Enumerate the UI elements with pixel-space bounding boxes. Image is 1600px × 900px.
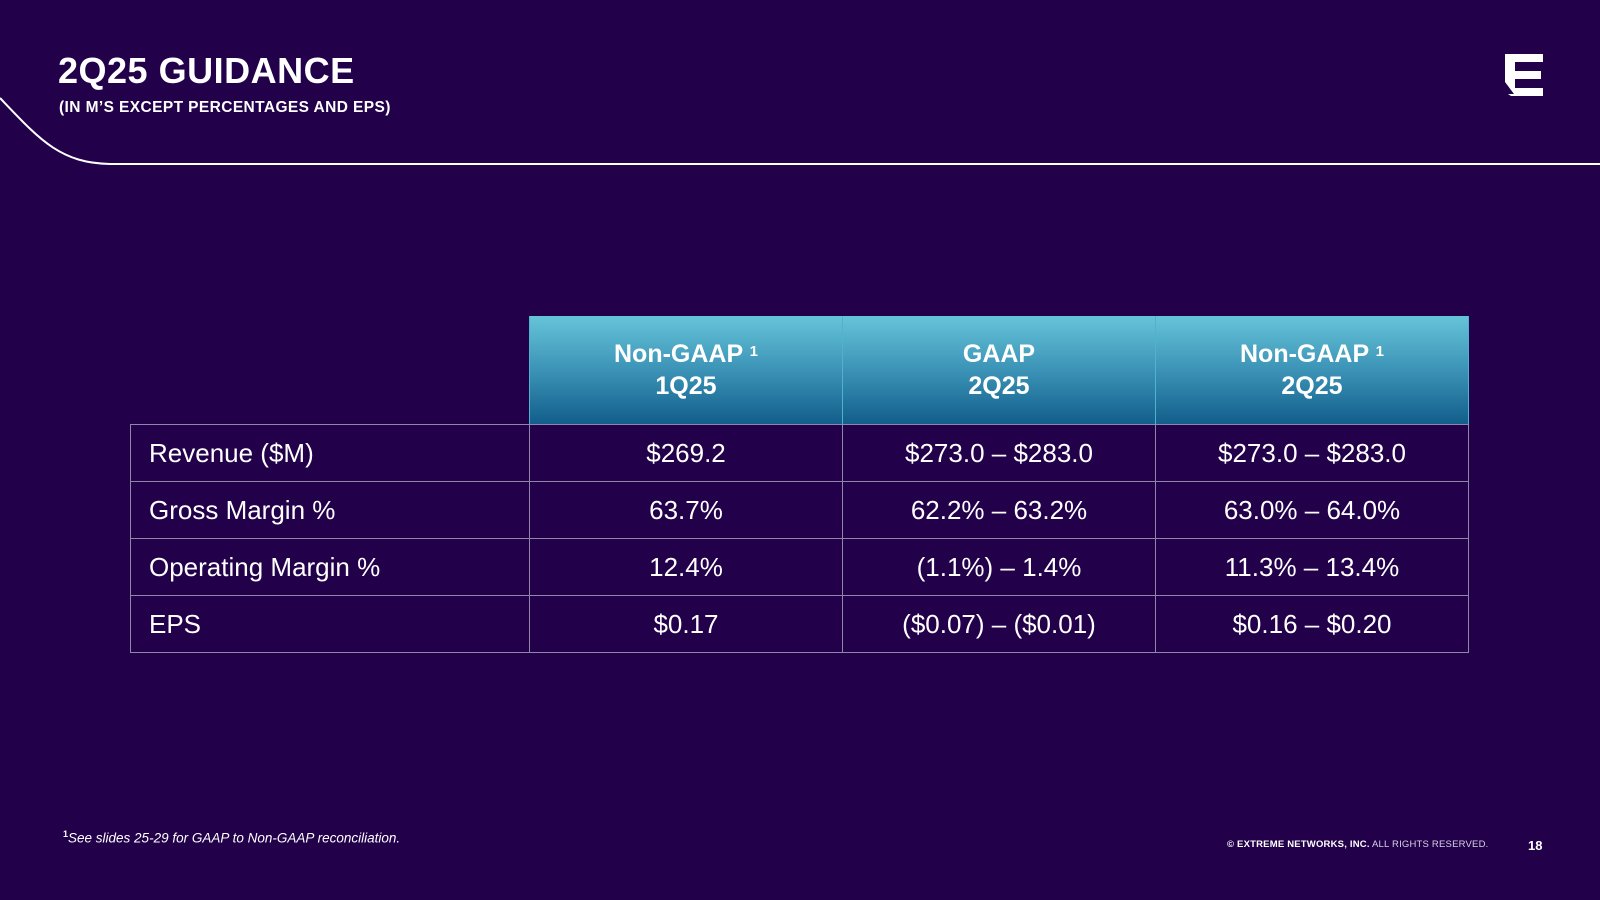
table-cell: $273.0 – $283.0 — [1155, 424, 1469, 482]
footnote: 1See slides 25-29 for GAAP to Non-GAAP r… — [63, 829, 400, 846]
table-row-gross-margin: Gross Margin % 63.7% 62.2% – 63.2% 63.0%… — [130, 481, 1469, 539]
footnote-text: See slides 25-29 for GAAP to Non-GAAP re… — [68, 830, 401, 846]
guidance-table: Non-GAAP 1 1Q25 GAAP 2Q25 Non-GAAP 1 2Q2… — [130, 316, 1469, 653]
extreme-networks-logo-icon — [1505, 54, 1543, 96]
table-header-row: Non-GAAP 1 1Q25 GAAP 2Q25 Non-GAAP 1 2Q2… — [131, 316, 1469, 425]
row-label: Operating Margin % — [130, 538, 530, 596]
table-cell: ($0.07) – ($0.01) — [842, 595, 1156, 653]
table-cell: 63.7% — [529, 481, 843, 539]
footnote-marker: 1 — [1375, 343, 1384, 360]
table-cell: 12.4% — [529, 538, 843, 596]
table-cell: 63.0% – 64.0% — [1155, 481, 1469, 539]
copyright-company: © EXTREME NETWORKS, INC. — [1227, 839, 1370, 850]
slide-subtitle: (IN M’S EXCEPT PERCENTAGES AND EPS) — [59, 99, 391, 116]
column-header-nongaap-1q25: Non-GAAP 1 1Q25 — [529, 316, 843, 425]
table-cell: $269.2 — [529, 424, 843, 482]
column-header-period: 2Q25 — [968, 372, 1030, 400]
column-header-title: Non-GAAP — [614, 340, 743, 368]
table-cell: $0.16 – $0.20 — [1155, 595, 1469, 653]
table-row-operating-margin: Operating Margin % 12.4% (1.1%) – 1.4% 1… — [130, 538, 1469, 596]
table-cell: $0.17 — [529, 595, 843, 653]
row-label: Gross Margin % — [130, 481, 530, 539]
page-number: 18 — [1528, 838, 1543, 853]
row-label: EPS — [130, 595, 530, 653]
table-cell: $273.0 – $283.0 — [842, 424, 1156, 482]
column-header-period: 2Q25 — [1281, 372, 1343, 400]
table-row-revenue: Revenue ($M) $269.2 $273.0 – $283.0 $273… — [130, 424, 1469, 482]
column-header-period: 1Q25 — [655, 372, 717, 400]
table-cell: 62.2% – 63.2% — [842, 481, 1156, 539]
table-cell: 11.3% – 13.4% — [1155, 538, 1469, 596]
slide-title: 2Q25 GUIDANCE — [58, 50, 355, 91]
header-curve-line — [0, 97, 1600, 165]
column-header-title: Non-GAAP — [1240, 340, 1369, 368]
footnote-marker: 1 — [63, 829, 69, 839]
column-header-gaap-2q25: GAAP 2Q25 — [842, 316, 1156, 425]
table-cell: (1.1%) – 1.4% — [842, 538, 1156, 596]
row-label: Revenue ($M) — [130, 424, 530, 482]
copyright: © EXTREME NETWORKS, INC. ALL RIGHTS RESE… — [1227, 839, 1488, 850]
column-header-nongaap-2q25: Non-GAAP 1 2Q25 — [1155, 316, 1469, 425]
column-header-title: GAAP — [962, 340, 1036, 368]
copyright-rights: ALL RIGHTS RESERVED. — [1369, 839, 1489, 850]
footnote-marker: 1 — [749, 343, 758, 360]
table-corner — [131, 316, 530, 425]
table-row-eps: EPS $0.17 ($0.07) – ($0.01) $0.16 – $0.2… — [130, 595, 1469, 653]
